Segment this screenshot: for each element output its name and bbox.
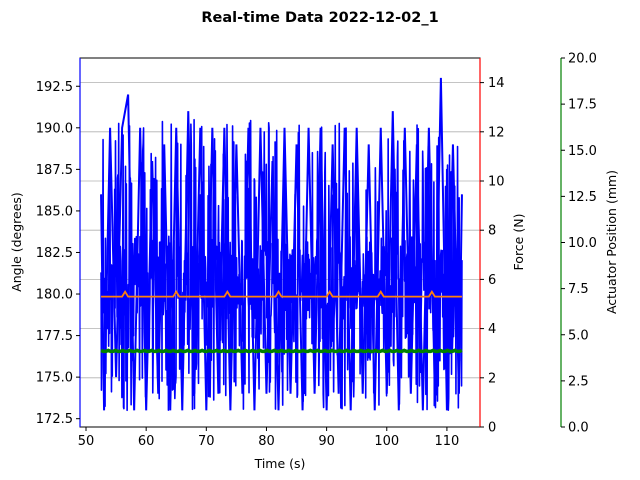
actuator-tick-label: 12.5 bbox=[568, 190, 597, 205]
actuator-tick-label: 2.5 bbox=[568, 374, 589, 389]
force-tick-label: 8 bbox=[488, 224, 496, 239]
actuator-axis: 0.0 2.5 5.0 7.5 10.0 12.5 15.0 17.5 20.0 bbox=[560, 52, 597, 436]
angle-tick-label: 182.5 bbox=[36, 246, 73, 261]
x-axis-label: Time (s) bbox=[254, 456, 306, 471]
force-tick-label: 6 bbox=[488, 273, 496, 288]
x-tick-label: 70 bbox=[198, 434, 215, 449]
chart-title: Real-time Data 2022-12-02_1 bbox=[201, 10, 438, 26]
angle-axis: 172.5 175.0 177.5 180.0 182.5 185.0 187.5 190.0… bbox=[36, 58, 81, 427]
force-tick-label: 14 bbox=[488, 76, 505, 91]
force-series-line bbox=[101, 289, 462, 298]
force-tick-label: 0 bbox=[488, 421, 496, 436]
x-tick-label: 60 bbox=[138, 434, 155, 449]
x-tick-label: 50 bbox=[78, 434, 95, 449]
angle-tick-label: 185.0 bbox=[36, 204, 73, 219]
force-tick-label: 10 bbox=[488, 175, 505, 190]
plot-series bbox=[100, 77, 463, 412]
angle-tick-label: 172.5 bbox=[36, 412, 73, 427]
angle-axis-label: Angle (degrees) bbox=[9, 192, 24, 292]
x-tick-label: 110 bbox=[435, 434, 460, 449]
angle-tick-label: 175.0 bbox=[36, 371, 73, 386]
actuator-axis-label: Actuator Position (mm) bbox=[604, 170, 619, 314]
angle-tick-label: 192.5 bbox=[36, 80, 73, 95]
actuator-tick-label: 15.0 bbox=[568, 144, 597, 159]
force-tick-label: 2 bbox=[488, 371, 496, 386]
actuator-tick-label: 5.0 bbox=[568, 328, 589, 343]
x-tick-label: 90 bbox=[318, 434, 335, 449]
x-tick-label: 80 bbox=[258, 434, 275, 449]
angle-tick-label: 177.5 bbox=[36, 329, 73, 344]
actuator-tick-label: 20.0 bbox=[568, 52, 597, 67]
actuator-tick-label: 7.5 bbox=[568, 282, 589, 297]
force-tick-label: 12 bbox=[488, 125, 505, 140]
actuator-series-line bbox=[100, 348, 463, 354]
force-axis-label: Force (N) bbox=[511, 214, 526, 271]
angle-tick-label: 180.0 bbox=[36, 288, 73, 303]
x-tick-label: 100 bbox=[374, 434, 399, 449]
actuator-tick-label: 10.0 bbox=[568, 236, 597, 251]
actuator-tick-label: 0.0 bbox=[568, 421, 589, 436]
force-axis: 0 2 4 6 8 10 12 14 bbox=[479, 58, 505, 436]
force-tick-label: 4 bbox=[488, 322, 496, 337]
x-axis: 50 60 70 80 90 100 110 bbox=[78, 427, 460, 449]
angle-tick-label: 190.0 bbox=[36, 121, 73, 136]
actuator-tick-label: 17.5 bbox=[568, 98, 597, 113]
angle-tick-label: 187.5 bbox=[36, 163, 73, 178]
